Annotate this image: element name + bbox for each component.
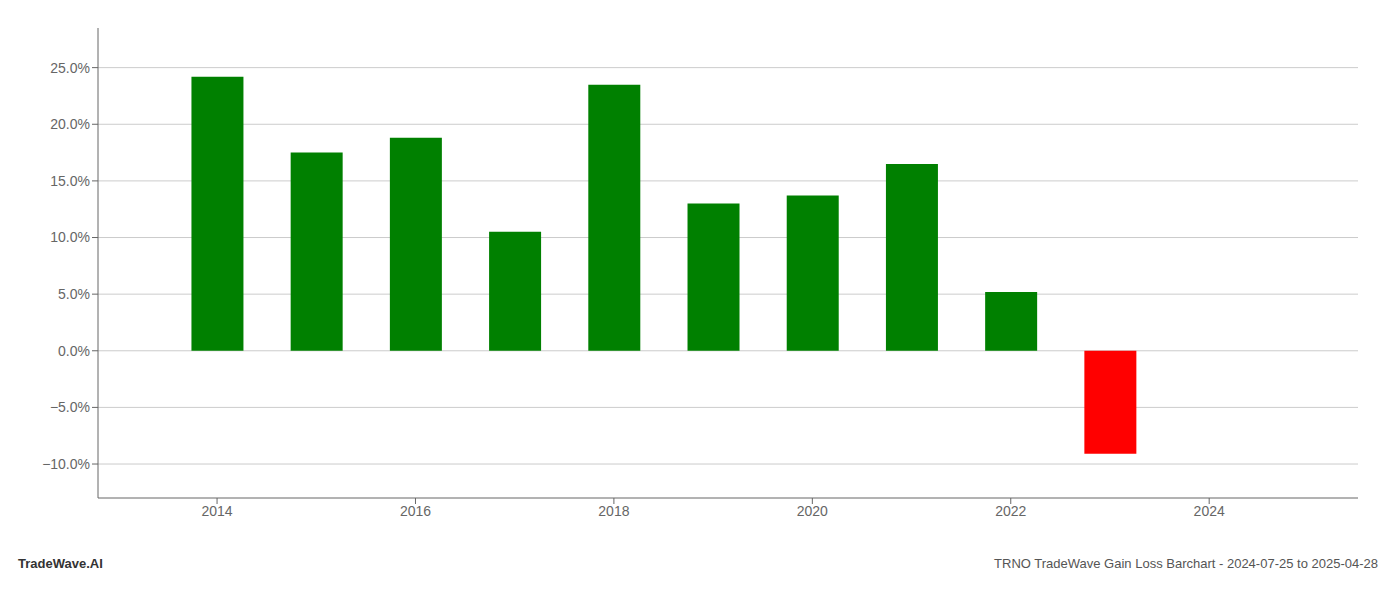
svg-text:−10.0%: −10.0%: [42, 456, 90, 472]
svg-text:2020: 2020: [797, 503, 828, 519]
html-text:TradeWave.AI: TradeWave.AI: [18, 555, 103, 571]
svg-text:2022: 2022: [995, 503, 1026, 519]
html-text:TRNO TradeWave Gain Loss Barch: TRNO TradeWave Gain Loss Barchart - 2024…: [994, 555, 1378, 571]
svg-text:2014: 2014: [201, 503, 232, 519]
svg-text:10.0%: 10.0%: [50, 229, 90, 245]
svg-text:0.0%: 0.0%: [58, 343, 90, 359]
svg-text:−5.0%: −5.0%: [50, 399, 90, 415]
svg-text:2016: 2016: [400, 503, 431, 519]
svg-text:2018: 2018: [598, 503, 629, 519]
svg-text:25.0%: 25.0%: [50, 60, 90, 76]
svg-text:20.0%: 20.0%: [50, 116, 90, 132]
svg-text:15.0%: 15.0%: [50, 173, 90, 189]
svg-text:5.0%: 5.0%: [58, 286, 90, 302]
svg-text:2024: 2024: [1194, 503, 1225, 519]
